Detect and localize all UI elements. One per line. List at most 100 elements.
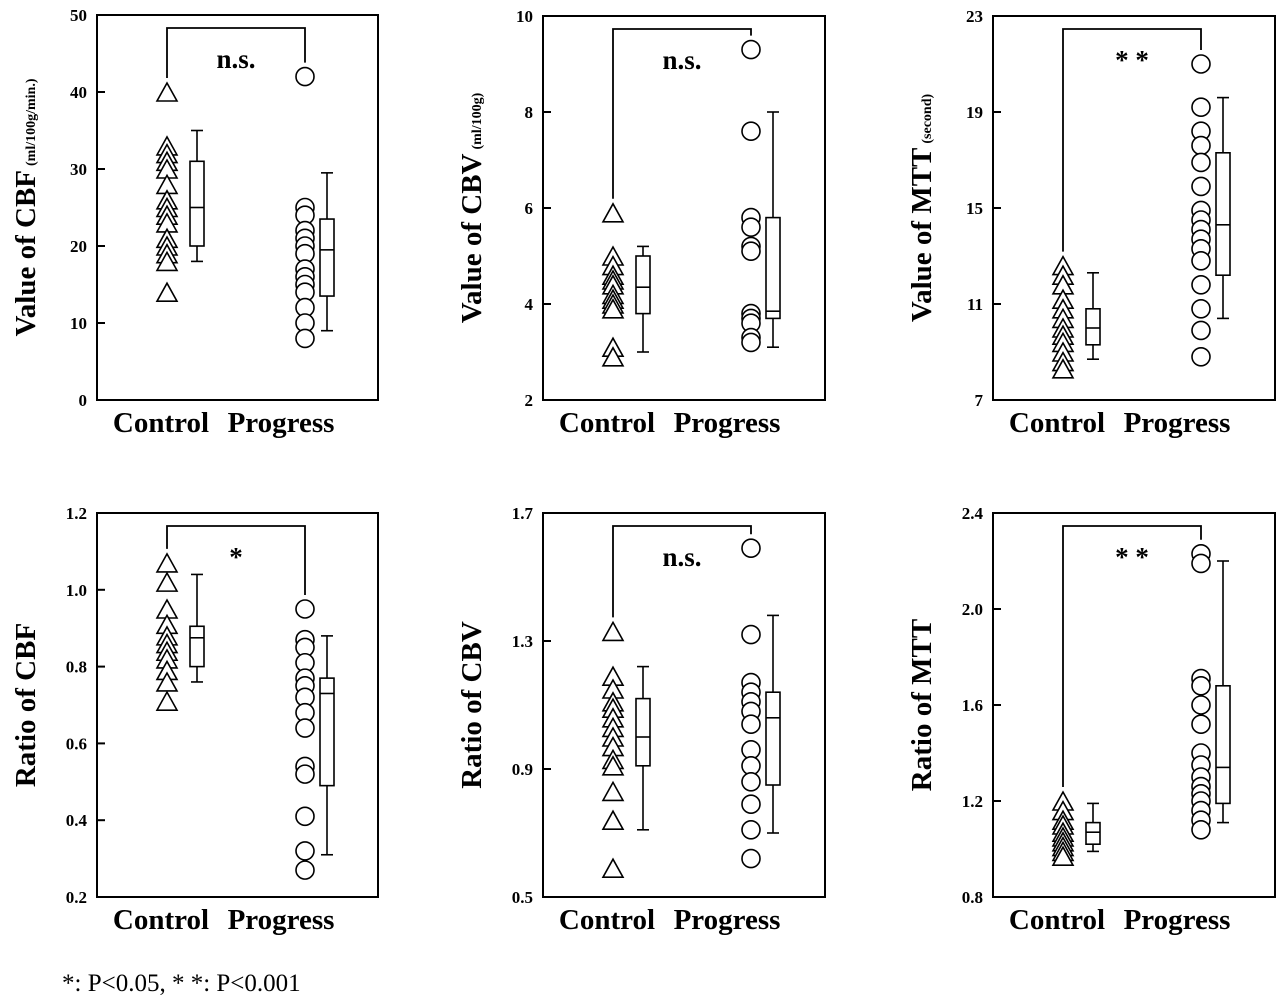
progress-point	[1191, 714, 1211, 735]
progress-point	[741, 241, 761, 261]
figure-panels: 0 10 20 30 40 50 Value of CBF (ml/100g/min.) Con…	[10, 6, 1276, 936]
progress-point	[1191, 320, 1211, 341]
y-tick-label: 0.6	[66, 734, 87, 753]
progress-point	[741, 538, 761, 559]
x-category-label: Control	[113, 904, 209, 936]
y-tick-label: 6	[525, 199, 534, 218]
control-point	[155, 281, 179, 303]
significance-label: n.s.	[216, 44, 255, 74]
significance-bracket	[612, 525, 752, 618]
progress-point	[741, 121, 761, 141]
box-iqr	[1085, 821, 1101, 845]
box-iqr	[1215, 684, 1231, 805]
progress-point	[1191, 346, 1211, 367]
plot-frame	[542, 512, 826, 898]
significance-label: * *	[1115, 45, 1149, 75]
y-tick-label: 2.4	[962, 504, 984, 523]
control-point	[601, 857, 625, 879]
y-axis-unit: (second)	[920, 93, 935, 143]
control-point	[601, 298, 625, 319]
progress-point	[295, 841, 315, 861]
progress-point	[741, 819, 761, 840]
x-category-label: Progress	[1124, 407, 1231, 439]
chart-panel-2: 2 4 6 8 10 Value of CBV (ml/100g) Control Progre…	[456, 7, 826, 439]
footnote: *: P<0.05, * *: P<0.001	[62, 970, 301, 997]
chart-panel-3: 7 11 15 19 23 Value of MTT (second) Control Prog…	[906, 7, 1276, 439]
y-tick-label: 7	[975, 391, 984, 410]
progress-point	[1191, 97, 1211, 117]
y-tick-label: 10	[70, 314, 87, 333]
y-tick-label: 19	[966, 103, 983, 122]
y-axis-label: Value of MTT (second)	[906, 93, 938, 322]
progress-point	[295, 599, 315, 619]
box-iqr	[319, 677, 335, 787]
progress-point	[1191, 54, 1211, 74]
y-axis-label: Ratio of MTT	[906, 619, 938, 791]
control-point	[155, 571, 179, 592]
progress-point	[741, 217, 761, 237]
control-point	[601, 202, 625, 223]
progress-point	[1191, 152, 1211, 173]
y-tick-label: 30	[70, 160, 87, 179]
progress-point	[1191, 695, 1211, 715]
significance-label: * *	[1115, 542, 1149, 572]
x-category-label: Control	[113, 407, 209, 439]
y-tick-label: 15	[966, 199, 983, 218]
x-category-label: Progress	[1124, 904, 1231, 936]
box-iqr	[635, 697, 651, 767]
significance-label: n.s.	[662, 542, 701, 572]
x-category-label: Control	[1009, 407, 1105, 439]
progress-point	[1191, 819, 1211, 840]
y-tick-label: 1.3	[512, 632, 533, 651]
y-tick-label: 0.4	[66, 811, 88, 830]
y-tick-label: 2.0	[962, 600, 983, 619]
y-tick-label: 1.0	[66, 581, 87, 600]
x-category-label: Control	[559, 904, 655, 936]
y-axis-label: Ratio of CBV	[456, 621, 488, 789]
progress-point	[1191, 274, 1211, 295]
progress-point	[741, 771, 761, 792]
box-iqr	[189, 625, 205, 668]
y-tick-label: 0.8	[66, 658, 87, 677]
y-axis-label-main: Value of CBF	[10, 170, 42, 337]
x-category-label: Progress	[674, 904, 781, 936]
y-tick-label: 1.7	[512, 504, 534, 523]
progress-point	[1191, 553, 1211, 574]
progress-point	[741, 848, 761, 869]
y-tick-label: 0.2	[66, 888, 87, 907]
y-tick-label: 1.2	[962, 792, 983, 811]
control-point	[155, 81, 179, 102]
plot-frame	[96, 14, 379, 401]
y-axis-label-main: Value of CBV	[456, 153, 488, 323]
significance-bracket	[166, 27, 306, 78]
progress-point	[295, 66, 315, 87]
y-axis-label-main: Ratio of MTT	[906, 619, 938, 791]
progress-point	[1191, 135, 1211, 156]
y-tick-label: 2	[525, 391, 534, 410]
box-iqr	[189, 160, 205, 247]
progress-point	[741, 794, 761, 815]
x-category-label: Progress	[228, 904, 335, 936]
progress-point	[1191, 298, 1211, 319]
y-axis-unit: (ml/100g)	[470, 92, 485, 149]
y-axis-label: Value of CBF (ml/100g/min.)	[10, 78, 42, 336]
control-point	[155, 690, 179, 711]
box-iqr	[635, 255, 651, 315]
y-tick-label: 0	[79, 391, 88, 410]
progress-point	[1191, 250, 1211, 271]
y-axis-label-main: Ratio of CBF	[10, 623, 42, 787]
y-axis-unit: (ml/100g/min.)	[24, 78, 39, 166]
progress-point	[295, 328, 315, 349]
y-tick-label: 1.6	[962, 696, 983, 715]
y-tick-label: 0.8	[962, 888, 983, 907]
chart-panel-6: 0.8 1.2 1.6 2.0 2.4 Ratio of MTT Control Progre…	[906, 504, 1276, 936]
y-axis-label: Ratio of CBF	[10, 623, 42, 787]
x-category-label: Progress	[228, 407, 335, 439]
progress-point	[741, 39, 761, 60]
control-point	[601, 780, 625, 802]
y-axis-label-main: Value of MTT	[906, 148, 938, 323]
box-iqr	[765, 216, 781, 320]
y-axis-label: Value of CBV (ml/100g)	[456, 92, 488, 323]
control-point	[155, 552, 179, 573]
significance-bracket	[166, 525, 306, 595]
